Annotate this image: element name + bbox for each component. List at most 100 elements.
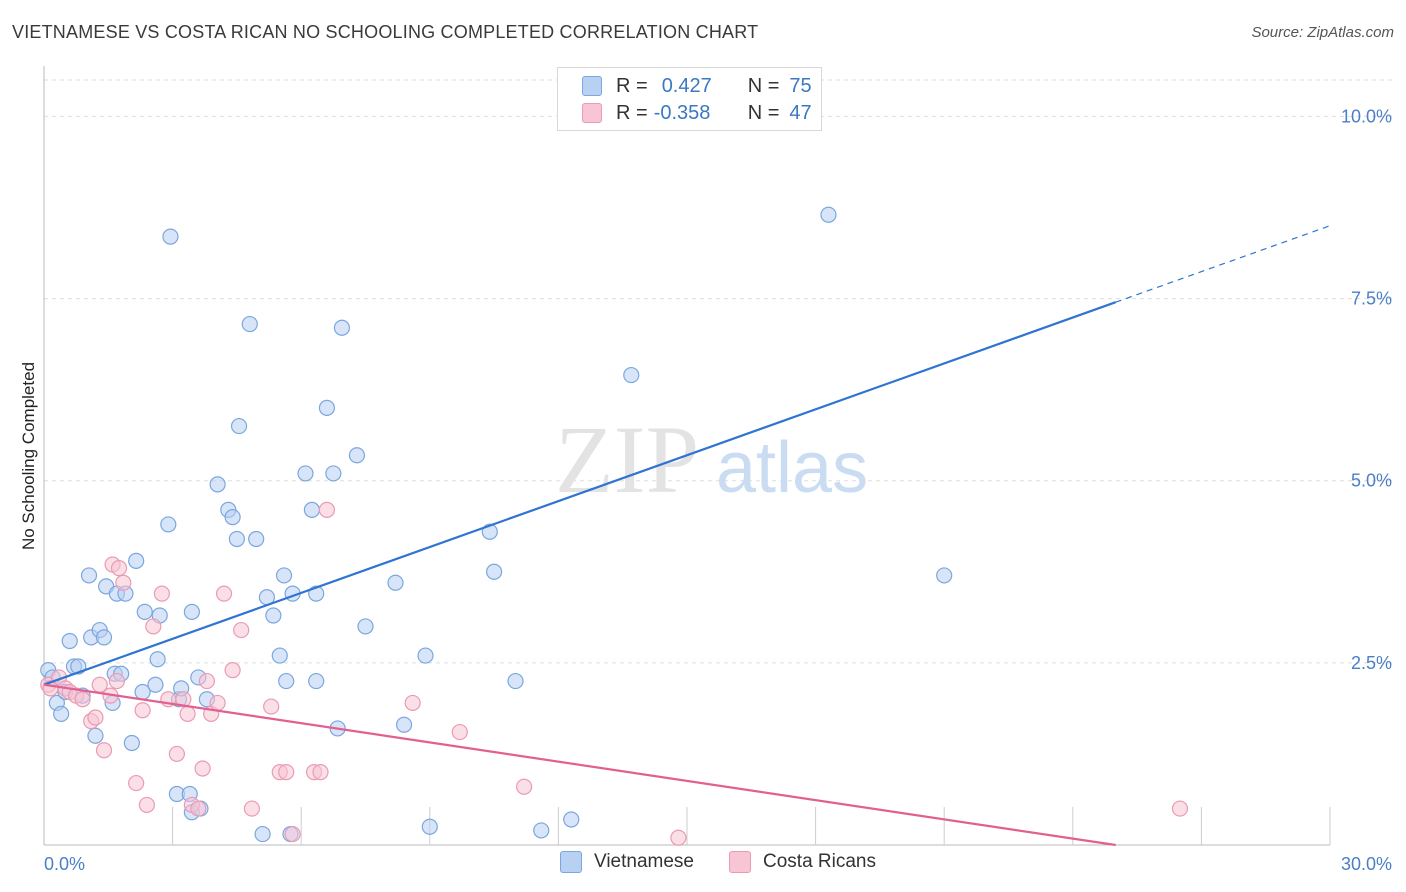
vietnamese-point — [318, 399, 336, 416]
vietnamese-point — [417, 647, 434, 664]
costa-rican-point — [224, 662, 241, 679]
vietnamese-point — [623, 366, 640, 384]
series-legend: Vietnamese Costa Ricans — [0, 851, 1406, 879]
costa-rican-point — [110, 560, 128, 577]
costa-rican-point — [138, 796, 155, 814]
vietnamese-point — [308, 672, 325, 690]
vietnamese-point — [533, 822, 550, 839]
y-tick-label: 7.5% — [1351, 289, 1392, 309]
r-label: R = — [616, 101, 648, 124]
costa-rican-point — [1171, 800, 1189, 817]
vietnamese-point — [325, 465, 342, 482]
n-label: N = — [747, 101, 780, 124]
vietnamese-point — [160, 516, 177, 533]
y-tick-label: 2.5% — [1351, 653, 1392, 673]
vietnamese-point — [230, 417, 248, 435]
costa-rican-point — [95, 742, 113, 759]
vietnamese-trend-extension — [1115, 225, 1331, 303]
costa-rican-point — [108, 672, 125, 690]
costa-rican-point — [198, 672, 215, 690]
vietnamese-point — [333, 319, 351, 336]
legend-label: Costa Ricans — [763, 851, 876, 872]
vietnamese-point — [162, 228, 179, 245]
legend-row-costa-ricans: R = -0.358 N = 47 — [582, 100, 812, 126]
costa-rican-trend-line — [43, 683, 1116, 847]
n-value: 47 — [789, 101, 812, 124]
costa-rican-point — [318, 501, 336, 518]
costa-rican-point — [243, 800, 261, 817]
costa-rican-point — [115, 574, 132, 591]
n-label: N = — [747, 74, 780, 97]
vietnamese-point — [149, 651, 166, 668]
pink-swatch-icon — [582, 103, 602, 123]
costa-rican-point — [145, 618, 162, 635]
costa-rican-point — [278, 764, 295, 781]
vietnamese-point — [183, 603, 200, 620]
vietnamese-point — [136, 603, 153, 620]
vietnamese-point — [254, 825, 271, 843]
costa-rican-point — [451, 723, 468, 741]
vietnamese-point — [303, 501, 321, 518]
y-axis-title: No Schooling Completed — [19, 362, 38, 550]
costa-rican-point — [670, 829, 687, 846]
vietnamese-point — [936, 567, 953, 584]
vietnamese-point — [271, 647, 288, 664]
costa-rican-point — [153, 585, 170, 602]
pink-swatch-icon — [729, 851, 751, 873]
costa-rican-point — [87, 709, 104, 726]
costa-rican-point — [233, 621, 250, 639]
r-value: 0.427 — [661, 74, 712, 97]
x-tick-label: 0.0% — [44, 854, 85, 874]
vietnamese-point — [278, 672, 295, 690]
costa-rican-point — [168, 745, 185, 763]
vietnamese-point — [228, 530, 245, 548]
vietnamese-point — [61, 632, 78, 650]
vietnamese-point — [357, 618, 374, 635]
legend-item-vietnamese: Vietnamese — [560, 851, 694, 873]
watermark-atlas: atlas — [716, 428, 868, 508]
costa-rican-point — [190, 800, 207, 817]
costa-rican-point — [215, 585, 233, 602]
blue-swatch-icon — [582, 76, 602, 96]
vietnamese-point — [486, 563, 503, 580]
x-tick-label: 30.0% — [1341, 854, 1392, 874]
costa-rican-point — [404, 694, 421, 712]
vietnamese-point — [563, 811, 580, 828]
r-value: -0.358 — [653, 101, 711, 124]
costa-rican-point — [175, 691, 192, 708]
costa-rican-point — [194, 760, 211, 777]
costa-rican-point — [284, 825, 301, 843]
vietnamese-point — [53, 705, 70, 722]
r-label: R = — [616, 74, 648, 97]
costa-rican-point — [263, 698, 280, 715]
vietnamese-point — [128, 552, 145, 569]
vietnamese-point — [507, 672, 524, 690]
costa-rican-points — [40, 501, 1189, 846]
y-tick-label: 5.0% — [1351, 471, 1392, 491]
vietnamese-point — [248, 530, 265, 548]
tick-labels: 2.5% 5.0% 7.5% 10.0% 0.0% 30.0% — [44, 106, 1392, 874]
vietnamese-point — [297, 465, 314, 482]
costa-rican-point — [516, 778, 533, 795]
costa-rican-point — [128, 774, 145, 792]
vietnamese-point — [275, 567, 293, 584]
vietnamese-point — [265, 607, 282, 624]
trend-lines — [43, 225, 1331, 847]
vietnamese-point — [95, 629, 113, 646]
costa-rican-point — [74, 691, 91, 708]
blue-swatch-icon — [560, 851, 582, 873]
vietnamese-point — [224, 509, 241, 526]
costa-rican-point — [134, 702, 151, 719]
source-label: Source: ZipAtlas.com — [1251, 24, 1394, 41]
costa-rican-point — [312, 764, 329, 781]
vietnamese-point — [421, 818, 438, 835]
vietnamese-point — [241, 315, 258, 333]
vietnamese-point — [123, 734, 140, 752]
legend-row-vietnamese: R = 0.427 N = 75 — [582, 73, 812, 99]
vietnamese-point — [80, 567, 98, 584]
vietnamese-point — [147, 676, 164, 693]
legend-label: Vietnamese — [594, 851, 694, 872]
vietnamese-point — [209, 476, 226, 493]
vietnamese-point — [395, 716, 413, 733]
vietnamese-point — [348, 447, 366, 464]
